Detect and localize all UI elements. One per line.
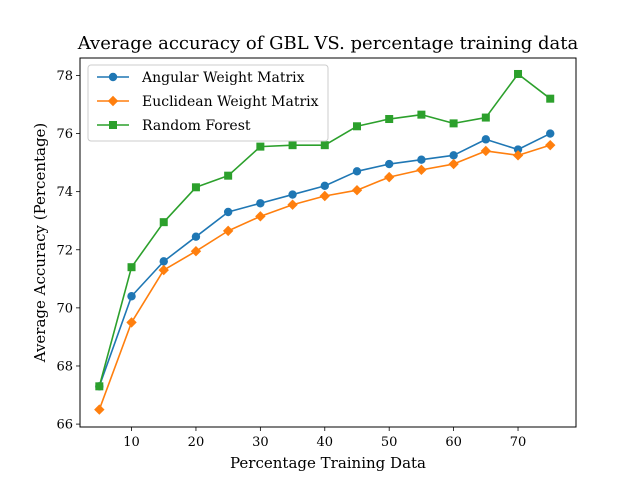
data-point: [95, 382, 104, 391]
data-point: [514, 69, 523, 78]
data-point: [352, 122, 361, 131]
x-tick-label: 50: [381, 435, 398, 450]
data-point: [319, 190, 330, 202]
x-axis-label: Percentage Training Data: [230, 454, 426, 472]
data-point: [480, 145, 492, 157]
data-point: [513, 145, 523, 154]
data-point: [417, 155, 426, 164]
plot-area: [94, 69, 556, 415]
data-point: [449, 151, 458, 160]
data-point: [320, 141, 329, 150]
data-point: [546, 129, 555, 138]
y-tick-label: 66: [56, 418, 73, 433]
data-point: [417, 110, 426, 119]
legend-box: [87, 64, 329, 142]
plot-frame: [79, 57, 577, 428]
data-point: [448, 158, 459, 170]
legend-item: Euclidean Weight Matrix: [97, 94, 319, 110]
x-tick-label: 40: [317, 435, 334, 450]
legend-label: Angular Weight Matrix: [141, 70, 305, 86]
legend-item: Angular Weight Matrix: [97, 70, 305, 86]
data-point: [222, 225, 234, 237]
data-point: [481, 113, 490, 122]
y-tick-label: 72: [56, 243, 73, 258]
x-tick-label: 10: [123, 435, 140, 450]
legend: Angular Weight Matrix Euclidean Weight Ma…: [87, 64, 329, 142]
x-tick-label: 70: [510, 435, 527, 450]
data-point: [126, 317, 137, 328]
data-point: [416, 164, 427, 176]
y-tick-label: 70: [56, 301, 73, 316]
y-tick-label: 74: [56, 185, 73, 200]
series-1: [95, 129, 555, 391]
y-axis: 66 68 70 72 74 76 78: [56, 69, 80, 433]
data-point: [288, 141, 297, 150]
data-point: [223, 207, 233, 217]
legend-marker: [108, 72, 118, 82]
data-point: [256, 142, 265, 151]
legend-label: Random Forest: [142, 118, 251, 134]
chart-title: Average accuracy of GBL VS. percentage t…: [77, 33, 579, 54]
data-point: [546, 94, 555, 103]
data-point: [449, 119, 458, 128]
data-point: [383, 171, 395, 183]
y-axis-label: Average Accuracy (Percentage): [31, 123, 49, 364]
data-point: [159, 218, 168, 227]
data-point: [255, 211, 266, 222]
series-3: [95, 69, 555, 391]
y-tick-label: 78: [56, 69, 73, 84]
data-point: [190, 246, 202, 257]
legend-item: Random Forest: [97, 118, 251, 134]
data-point: [288, 190, 297, 199]
data-point: [159, 257, 168, 266]
data-point: [287, 199, 298, 210]
data-point: [351, 185, 363, 196]
data-point: [127, 263, 136, 272]
data-point: [158, 264, 169, 276]
x-tick-label: 20: [188, 435, 205, 450]
data-point: [224, 171, 233, 180]
y-tick-label: 76: [56, 127, 73, 142]
x-axis: 10 20 30 40 50 60 70: [123, 427, 526, 450]
legend-label: Euclidean Weight Matrix: [142, 94, 319, 110]
series-2: [94, 139, 556, 415]
legend-marker: [109, 121, 117, 129]
x-tick-label: 60: [445, 435, 462, 450]
data-point: [256, 199, 265, 208]
data-point: [512, 150, 524, 161]
x-tick-label: 30: [252, 435, 269, 450]
data-point: [191, 232, 201, 241]
data-point: [127, 292, 136, 301]
data-point: [94, 404, 105, 415]
data-point: [384, 159, 394, 169]
data-point: [352, 167, 362, 176]
data-point: [320, 181, 329, 191]
y-tick-label: 68: [56, 359, 73, 374]
data-point: [385, 115, 394, 124]
data-point: [191, 183, 200, 192]
legend-marker: [107, 95, 119, 107]
data-point: [481, 135, 491, 144]
data-point: [545, 139, 556, 151]
